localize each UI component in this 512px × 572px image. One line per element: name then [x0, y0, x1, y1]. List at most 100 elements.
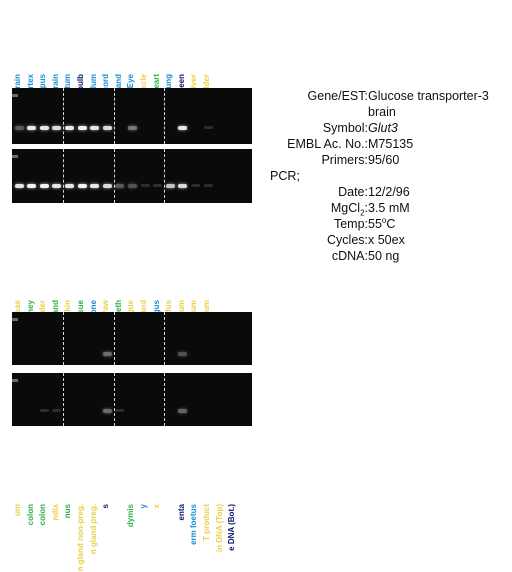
lane-label: Striatum	[63, 2, 76, 106]
mgcl-row: MgCl2: 3.5 mM	[268, 200, 512, 219]
lane-label: Duodenum	[189, 228, 202, 342]
lane-label: T product	[202, 432, 215, 541]
gel-band	[115, 409, 125, 412]
gel-band	[52, 126, 62, 130]
mgcl-label-group: MgCl2:	[331, 200, 368, 219]
lane-label-text: nus	[63, 504, 73, 519]
cycles-row: Cycles: x 50ex	[268, 232, 512, 248]
cycles-label: Cycles:	[327, 233, 368, 247]
lane-label: Oesophagus	[152, 228, 165, 348]
gel-divider	[113, 312, 115, 365]
temp-label: Temp:	[333, 217, 368, 231]
lane-label-text: colon	[38, 504, 48, 526]
gel-band	[90, 126, 100, 130]
lane-label: colon	[38, 432, 51, 525]
primers-row: Primers: 95/60	[268, 152, 512, 168]
lane-label: s	[101, 432, 114, 512]
gel-band	[14, 126, 24, 130]
temp-row: Temp: 55oC	[268, 216, 512, 232]
gel-divider	[113, 88, 115, 144]
gel-band	[77, 184, 87, 188]
gel-band	[52, 184, 62, 188]
gene-row-cont: brain	[268, 104, 512, 120]
date-label: Date:	[338, 185, 368, 199]
top-lane-labels: Whole brainCortexHippocampusMid brainStr…	[12, 12, 252, 134]
cdna-label: cDNA:	[331, 249, 368, 263]
lane-label: Bladder	[38, 228, 51, 330]
lane-label-text: ndix	[50, 504, 60, 521]
gene-row: Gene/EST: Glucose transporter-3	[268, 88, 512, 104]
lane-label: e DNA (Bot.)	[227, 432, 240, 551]
lane-label: dymis	[126, 432, 139, 527]
gene-value: Glucose transporter-3	[368, 89, 489, 103]
lane-label-text: e DNA (Bot.)	[227, 504, 237, 551]
lane-label: erm foetus	[189, 432, 202, 545]
primers-value: 95/60	[368, 153, 400, 167]
lane-label: Mid brain	[51, 2, 64, 110]
gel-band	[90, 184, 100, 188]
symbol-row: Symbol: Glut3	[268, 120, 512, 136]
gel-marker	[12, 155, 18, 158]
gel-marker	[12, 94, 18, 97]
gene-label: Gene/EST:	[307, 89, 368, 103]
gel-divider	[164, 312, 166, 365]
gel-band	[27, 184, 37, 188]
lane-label-text: dymis	[126, 504, 136, 528]
lane-label: Paw	[101, 228, 114, 316]
lane-label: nus	[63, 432, 76, 518]
gel-band	[64, 126, 74, 130]
lane-label: Gall bladder	[202, 2, 215, 120]
gel-divider	[113, 373, 115, 426]
lane-label: Adrenal gland	[51, 228, 64, 353]
gel-top-1	[12, 88, 252, 144]
mgcl-label: MgCl	[330, 201, 361, 215]
gel-band	[203, 126, 213, 129]
lane-label-text: x	[151, 504, 161, 509]
gel-divider	[63, 149, 65, 203]
cdna-row: cDNA: 50 ng	[268, 248, 512, 264]
date-value: 12/2/96	[368, 185, 410, 199]
cycles-value: x 50ex	[368, 233, 405, 247]
gel-band	[153, 184, 163, 187]
lane-label: x	[151, 432, 165, 512]
lane-label: Liver	[189, 2, 202, 93]
lane-label: Teeth	[114, 228, 127, 321]
lane-label-text: um	[13, 504, 22, 516]
gel-middle-1	[12, 312, 252, 365]
symbol-value: Glut3	[368, 121, 398, 135]
gel-band	[203, 184, 213, 187]
lane-label: Kidney	[26, 228, 39, 327]
gene-info-panel: Gene/EST: Glucose transporter-3 brain Sy…	[268, 88, 512, 264]
gel-divider	[63, 373, 65, 426]
lane-label: Cerebellum	[89, 2, 102, 118]
lane-label: colon	[26, 432, 39, 525]
lane-label: Lung	[164, 2, 177, 94]
lane-label: Whole brain	[13, 2, 26, 120]
lane-label: Skin	[63, 228, 76, 317]
lane-label: y	[139, 432, 152, 512]
lane-label	[115, 432, 127, 512]
lane-label: Antrum	[177, 228, 190, 328]
temp-value-group: 55oC	[368, 216, 395, 232]
lane-label: Skeletal muscle	[139, 2, 152, 134]
gel-band	[165, 184, 175, 188]
lane-label-text: n gland non-preg.	[76, 504, 85, 572]
lane-label: Pituitary gland	[114, 2, 127, 130]
lane-label: um	[13, 432, 26, 516]
lane-label: Spleen	[177, 2, 190, 100]
gel-band	[27, 126, 37, 130]
lane-label-text: s	[101, 504, 111, 509]
gel-band	[102, 409, 112, 413]
lane-label: Heart	[152, 2, 165, 94]
pcr-row: PCR;	[268, 168, 512, 184]
gel-band	[178, 184, 188, 188]
lane-label: Tongue	[126, 228, 139, 328]
gel-marker	[12, 379, 18, 382]
gel-divider	[113, 149, 115, 203]
lane-label-text: y	[139, 504, 148, 509]
lane-label: in DNA (Top)	[215, 432, 228, 552]
mgcl-sub: 2	[360, 208, 365, 218]
gel-band	[64, 184, 74, 188]
gel-band	[39, 126, 49, 130]
lane-label-text: Eye	[126, 74, 136, 89]
